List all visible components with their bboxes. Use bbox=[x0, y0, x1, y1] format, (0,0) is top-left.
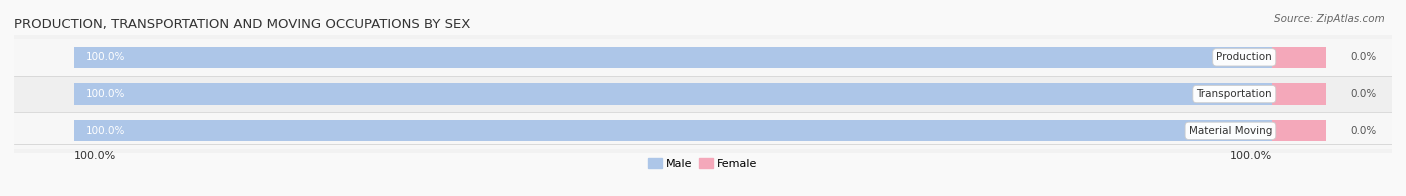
Text: Transportation: Transportation bbox=[1197, 89, 1272, 99]
Text: Source: ZipAtlas.com: Source: ZipAtlas.com bbox=[1274, 14, 1385, 24]
Text: 100.0%: 100.0% bbox=[86, 52, 125, 62]
Bar bbox=[75, 83, 1272, 105]
Text: Material Moving: Material Moving bbox=[1188, 126, 1272, 136]
Bar bbox=[14, 39, 1392, 76]
Bar bbox=[75, 47, 1272, 68]
Text: 0.0%: 0.0% bbox=[1350, 126, 1376, 136]
Legend: Male, Female: Male, Female bbox=[644, 154, 762, 173]
Bar bbox=[75, 83, 1272, 105]
Bar bbox=[14, 76, 1392, 113]
Text: 100.0%: 100.0% bbox=[86, 89, 125, 99]
Bar bbox=[14, 113, 1392, 149]
Text: PRODUCTION, TRANSPORTATION AND MOVING OCCUPATIONS BY SEX: PRODUCTION, TRANSPORTATION AND MOVING OC… bbox=[14, 18, 471, 31]
Bar bbox=[75, 47, 1272, 68]
Bar bbox=[1272, 83, 1326, 105]
Bar bbox=[1272, 47, 1326, 68]
Text: 0.0%: 0.0% bbox=[1350, 52, 1376, 62]
Text: 100.0%: 100.0% bbox=[1230, 151, 1272, 161]
Text: Production: Production bbox=[1216, 52, 1272, 62]
Bar bbox=[75, 120, 1272, 142]
Bar bbox=[1272, 120, 1326, 142]
Bar bbox=[75, 120, 1272, 142]
Text: 0.0%: 0.0% bbox=[1350, 89, 1376, 99]
Text: 100.0%: 100.0% bbox=[75, 151, 117, 161]
Text: 100.0%: 100.0% bbox=[86, 126, 125, 136]
